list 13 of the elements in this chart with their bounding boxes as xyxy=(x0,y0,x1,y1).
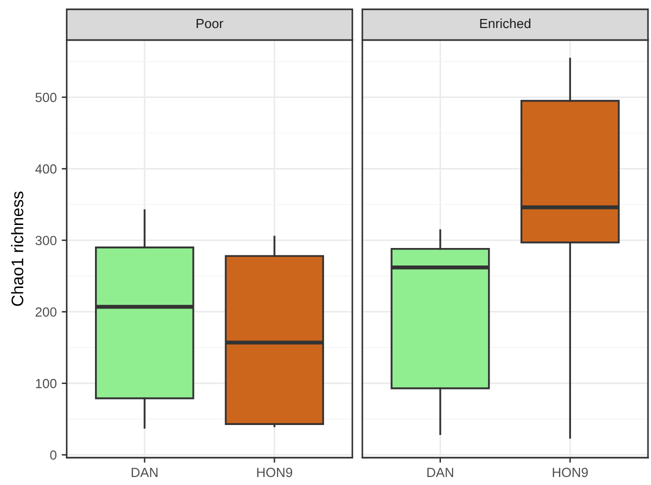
y-tick-label: 500 xyxy=(35,92,56,102)
x-tick-label: HON9 xyxy=(552,468,588,478)
y-tick-label: 100 xyxy=(36,378,56,388)
y-tick-label: 200 xyxy=(36,307,56,317)
y-tick-label: 400 xyxy=(35,164,56,174)
x-tick-label: DAN xyxy=(132,468,158,477)
y-axis-title: Chao1 richness xyxy=(11,192,24,306)
chart-title: Enriched xyxy=(480,18,530,28)
y-tick-label: 0 xyxy=(50,450,56,460)
x-tick-label: DAN xyxy=(427,468,454,477)
x-tick-label: HON9 xyxy=(257,468,292,478)
y-tick-label: 300 xyxy=(35,236,56,246)
chart-title: Poor xyxy=(196,18,224,28)
